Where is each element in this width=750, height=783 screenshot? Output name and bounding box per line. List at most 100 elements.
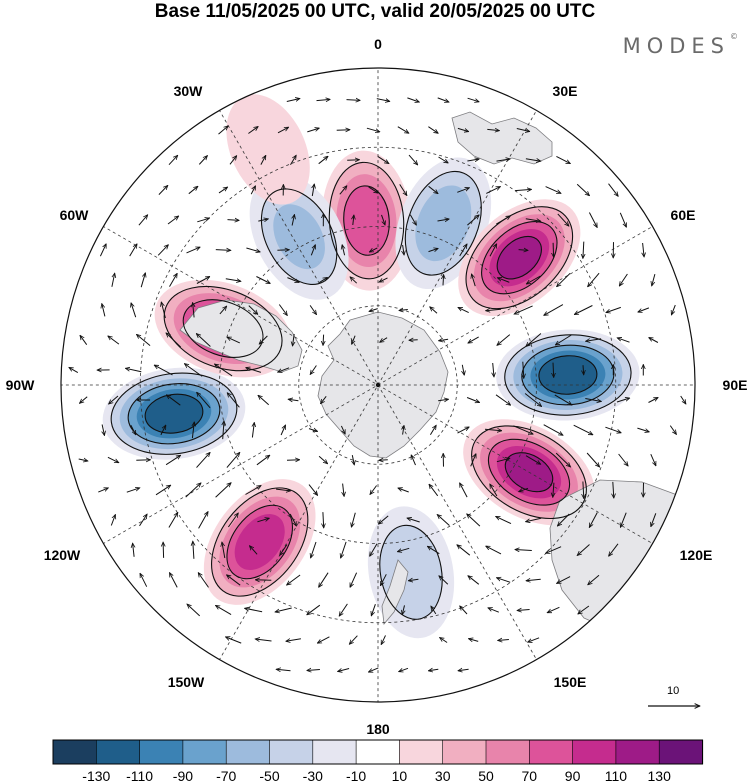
- wind-arrow: [347, 160, 359, 161]
- contour-line: [465, 206, 574, 310]
- wind-arrow: [380, 635, 386, 644]
- colorbar-swatch-6: [269, 739, 314, 765]
- contour-set-2: [404, 170, 482, 276]
- wind-arrow: [342, 245, 345, 256]
- wind-arrow: [469, 639, 479, 642]
- longitude-labels: 0 30E 60E 90E 120E 150E 180 150W 120W 90W 60W 30W: [6, 36, 748, 737]
- south-america-landmass: [179, 299, 303, 373]
- colorbar-swatch-3: [139, 739, 184, 765]
- wind-arrow: [258, 219, 268, 221]
- colorbar-tick-label: -10: [346, 768, 366, 783]
- wind-arrow: [457, 427, 470, 434]
- contour-set-6: [379, 524, 443, 620]
- wind-arrow: [513, 425, 533, 434]
- wind-arrow: [407, 97, 419, 102]
- negative-anomaly-4: [496, 329, 640, 421]
- wind-arrow: [276, 669, 291, 670]
- wind-arrow: [196, 277, 210, 284]
- colorbar-tick-label: 110: [605, 768, 628, 783]
- contour-line: [127, 383, 221, 445]
- wind-arrow: [574, 305, 593, 315]
- wind-arrow: [219, 306, 227, 315]
- wind-arrow: [428, 669, 439, 671]
- wind-arrow: [577, 544, 590, 556]
- wind-arrow: [286, 99, 300, 102]
- wind-arrow: [459, 244, 467, 257]
- wind-arrow: [154, 365, 173, 376]
- wind-arrow: [255, 639, 272, 641]
- wind-arrow: [556, 155, 570, 163]
- wind-arrow: [609, 543, 619, 556]
- new-zealand-landmass: [381, 559, 409, 625]
- wind-arrow: [553, 362, 554, 378]
- colorbar-swatch-7: [312, 739, 357, 765]
- wind-arrow: [526, 517, 542, 521]
- wind-arrow: [289, 513, 296, 526]
- contour-line: [211, 487, 309, 597]
- wind-arrow: [257, 518, 269, 523]
- longitude-label-120e: 120E: [680, 547, 713, 563]
- wind-arrow: [226, 452, 240, 468]
- wind-arrow: [160, 425, 167, 436]
- wind-arrow: [165, 455, 181, 466]
- anomaly-band: [145, 394, 203, 434]
- colorbar-swatch-10: [442, 739, 487, 765]
- wind-arrow: [545, 186, 561, 194]
- wind-arrow: [573, 424, 593, 436]
- wind-arrow: [193, 303, 195, 318]
- wind-arrow: [222, 542, 226, 559]
- contour-line: [496, 235, 542, 280]
- wind-arrow: [652, 273, 656, 286]
- wind-arrow: [377, 155, 389, 163]
- antarctica-landmass: [317, 311, 449, 459]
- colorbar-swatch-12: [528, 739, 574, 765]
- wind-arrow: [275, 607, 292, 612]
- wind-arrow: [78, 459, 88, 461]
- wind-arrow: [158, 185, 168, 195]
- wind-arrow: [225, 278, 241, 282]
- wind-arrow: [318, 455, 328, 463]
- wind-arrow: [613, 481, 614, 498]
- wind-arrow: [557, 513, 570, 526]
- contour-set-7: [211, 487, 309, 597]
- colorbar-tick-label: 50: [478, 768, 494, 783]
- colorbar-tick-label: -50: [259, 768, 279, 783]
- wind-arrow: [248, 127, 258, 134]
- wind-arrow: [671, 304, 676, 315]
- wind-arrow: [467, 159, 479, 161]
- wind-arrow: [293, 333, 295, 346]
- wind-arrow: [458, 669, 469, 670]
- map-disc: [61, 68, 695, 702]
- anomaly-band: [234, 514, 285, 570]
- wind-arrow: [163, 542, 164, 558]
- wind-arrow: [608, 183, 619, 197]
- wind-arrow: [307, 670, 320, 671]
- wind-arrow: [352, 335, 356, 345]
- wind-arrow: [215, 483, 232, 498]
- wind-arrow: [437, 515, 450, 526]
- wind-arrow: [227, 513, 238, 528]
- wind-arrow: [227, 575, 241, 586]
- wind-arrow: [349, 572, 358, 588]
- wind-arrow: [341, 541, 347, 558]
- wind-arrow: [318, 156, 328, 165]
- wind-arrow: [215, 364, 233, 377]
- wind-arrow: [111, 273, 115, 287]
- wind-arrow: [588, 574, 600, 585]
- longitude-label-60w: 60W: [60, 207, 90, 223]
- wind-arrow: [168, 155, 178, 166]
- colorbar-swatch-13: [572, 739, 617, 765]
- wind-arrow: [543, 424, 563, 436]
- wind-arrow: [323, 334, 324, 346]
- contour-line: [144, 393, 204, 434]
- wind-arrow: [157, 245, 168, 256]
- wind-arrow: [589, 512, 598, 528]
- wind-arrow: [218, 187, 228, 194]
- longitude-label-90e: 90E: [723, 377, 748, 393]
- wind-arrow: [287, 574, 301, 585]
- wind-arrow: [376, 98, 390, 102]
- wind-arrow: [380, 337, 388, 343]
- wind-arrow: [245, 608, 263, 613]
- wind-arrow: [524, 393, 542, 407]
- wind-arrow: [403, 425, 404, 435]
